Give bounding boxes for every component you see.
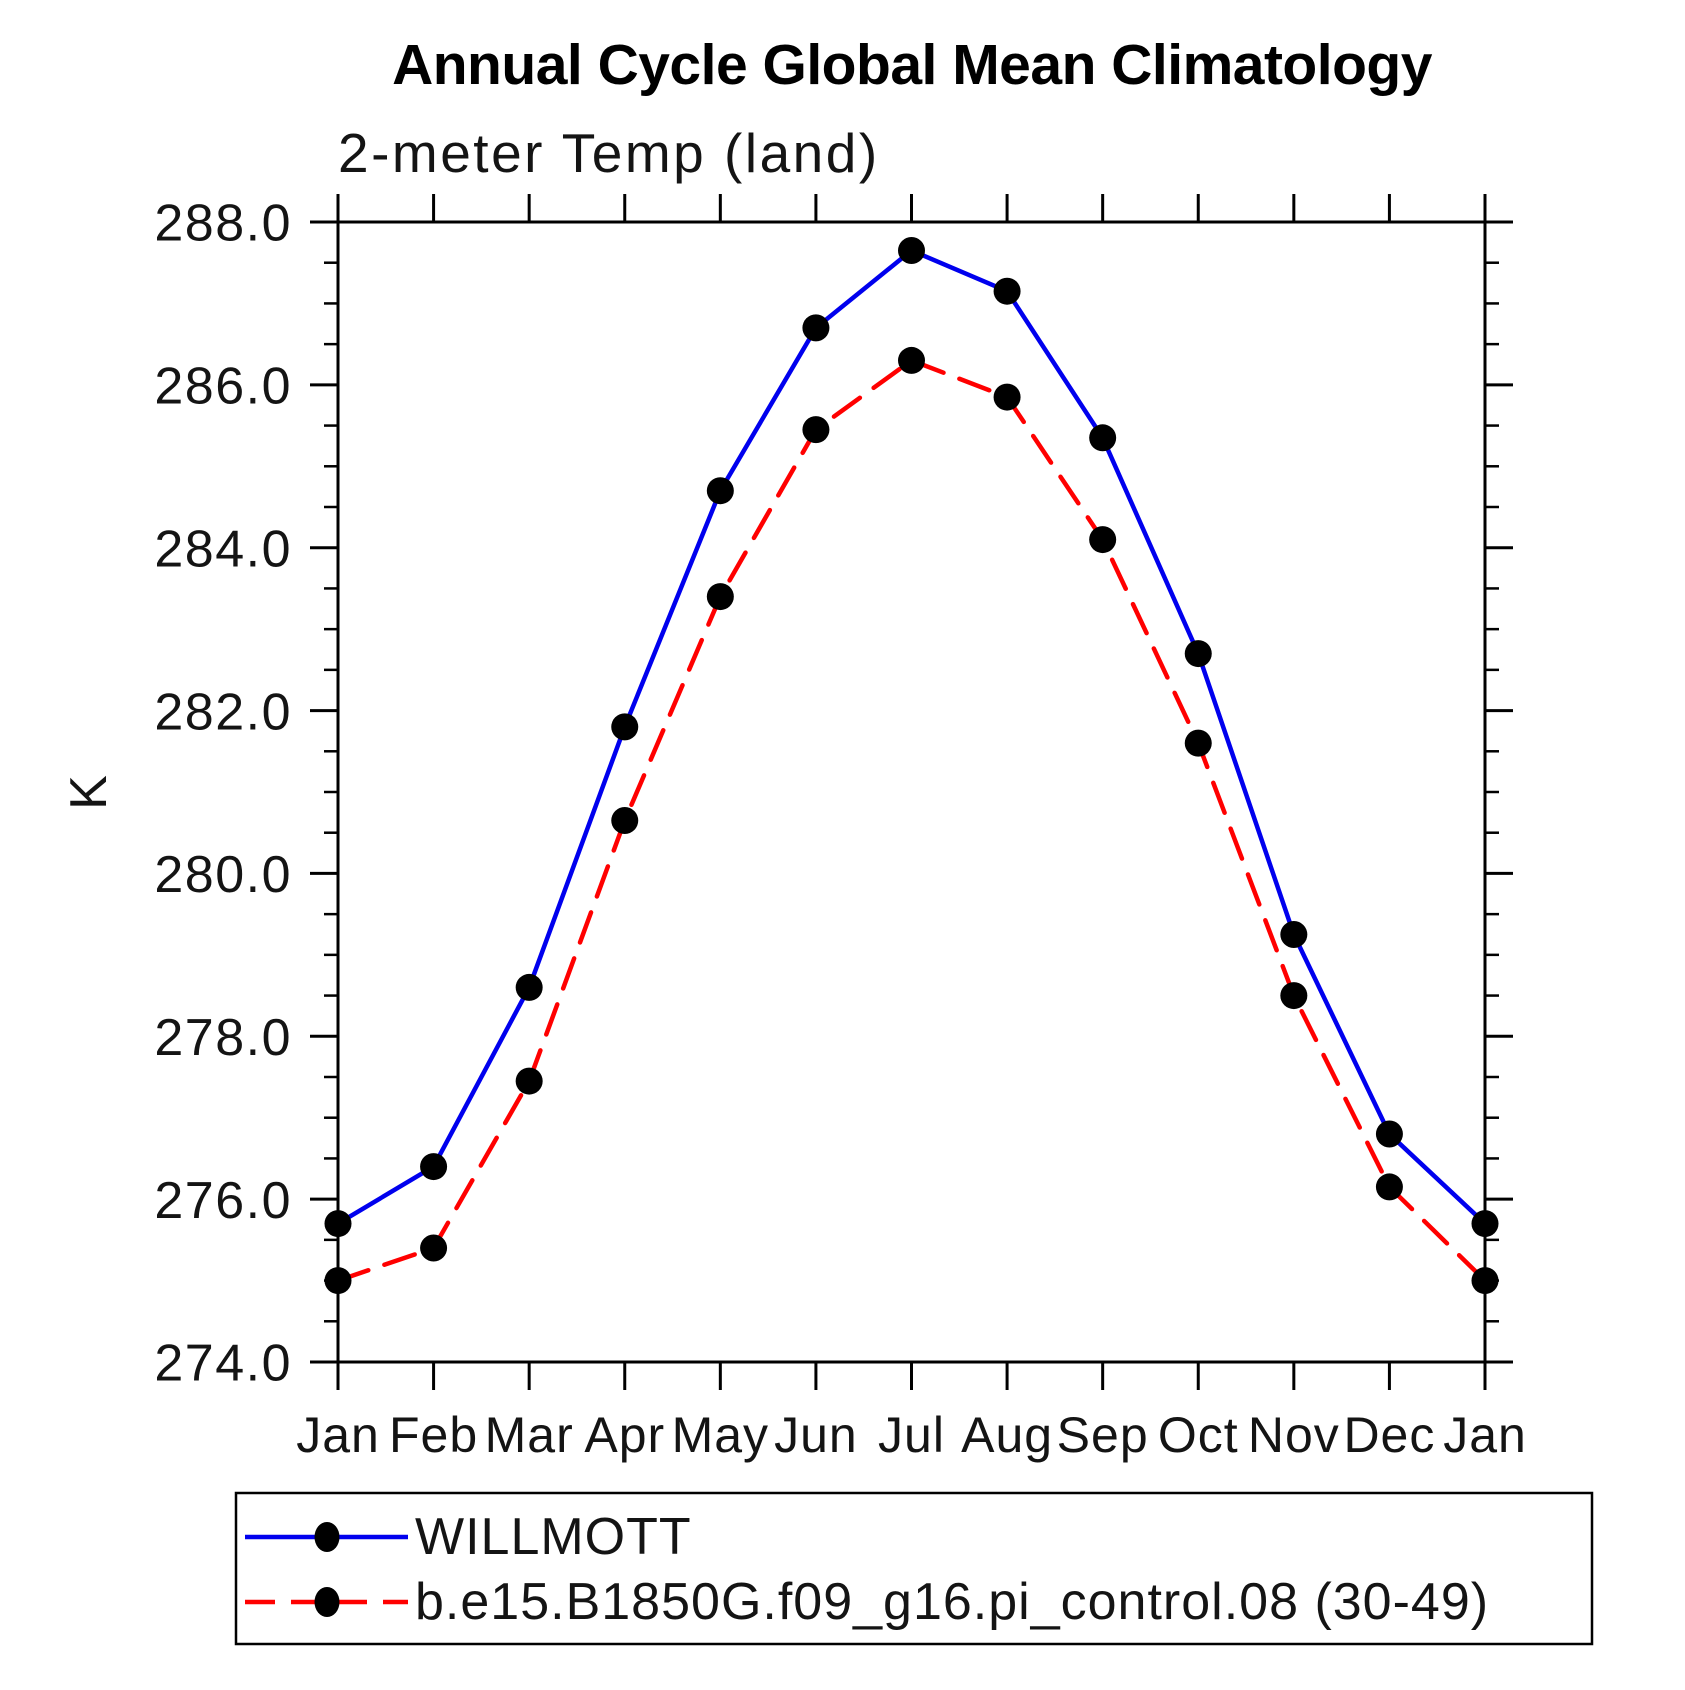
data-series — [324, 237, 1499, 1295]
legend-marker-model — [314, 1587, 340, 1617]
y-tick-label: 286.0 — [154, 358, 292, 416]
data-point-marker — [1375, 1120, 1403, 1148]
legend-label-willmott: WILLMOTT — [415, 1508, 692, 1566]
x-tick-label: Jan — [296, 1407, 380, 1463]
x-tick-label: May — [672, 1407, 769, 1463]
data-point-marker — [1184, 640, 1212, 668]
legend: WILLMOTT b.e15.B1850G.f09_g16.pi_control… — [234, 1491, 1594, 1646]
data-point-marker — [1280, 921, 1308, 948]
data-point-marker — [898, 237, 925, 264]
data-point-marker — [1089, 526, 1117, 554]
legend-label-model: b.e15.B1850G.f09_g16.pi_control.08 (30-4… — [415, 1573, 1489, 1631]
data-point-marker — [420, 1153, 448, 1181]
data-point-marker — [1089, 424, 1117, 452]
data-point-marker — [898, 346, 925, 374]
series-line-1 — [335, 358, 1488, 1283]
y-tick-label: 274.0 — [154, 1335, 292, 1393]
y-tick-label: 282.0 — [154, 683, 292, 741]
x-tick-label: Nov — [1248, 1407, 1340, 1463]
y-tick-label: 284.0 — [154, 520, 292, 578]
page-title: Annual Cycle Global Mean Climatology — [392, 33, 1433, 97]
series-line-0 — [335, 248, 1488, 1226]
x-tick-label: Jan — [1443, 1407, 1527, 1463]
x-tick-label: Oct — [1158, 1407, 1239, 1463]
chart-subtitle: 2-meter Temp (land) — [338, 122, 880, 184]
y-tick-label: 288.0 — [154, 195, 292, 253]
data-point-marker — [706, 583, 734, 611]
legend-box — [234, 1491, 1594, 1646]
data-point-marker — [802, 416, 830, 444]
x-tick-label: Apr — [584, 1407, 665, 1463]
y-axis-label: K — [60, 774, 118, 810]
data-point-marker — [802, 314, 830, 342]
data-point-marker — [611, 713, 639, 741]
x-tick-label: Sep — [1057, 1407, 1149, 1463]
plot-frame — [336, 220, 1487, 1364]
x-tick-label: Feb — [389, 1407, 478, 1463]
x-tick-label: Dec — [1343, 1407, 1435, 1463]
data-point-marker — [420, 1234, 448, 1262]
data-point-marker — [611, 807, 639, 834]
x-tick-label: Jun — [774, 1407, 858, 1463]
x-tick-label: Aug — [961, 1407, 1053, 1463]
data-point-marker — [1280, 982, 1308, 1010]
data-point-marker — [993, 383, 1021, 411]
data-point-marker — [1184, 729, 1212, 757]
axes-and-ticks: 274.0 276.0 278.0 280.0 282.0 284.0 286.0 288.0… — [154, 194, 1526, 1463]
data-point-marker — [706, 477, 734, 505]
data-point-marker — [993, 277, 1021, 305]
y-tick-label: 276.0 — [154, 1172, 292, 1230]
x-tick-label: Mar — [485, 1407, 574, 1463]
legend-marker-willmott — [314, 1522, 340, 1552]
y-tick-label: 280.0 — [154, 846, 292, 904]
data-point-marker — [515, 1067, 543, 1095]
y-tick-label: 278.0 — [154, 1009, 292, 1067]
data-point-marker — [1375, 1173, 1403, 1201]
x-tick-label: Jul — [878, 1407, 945, 1463]
data-point-marker — [515, 973, 543, 1001]
